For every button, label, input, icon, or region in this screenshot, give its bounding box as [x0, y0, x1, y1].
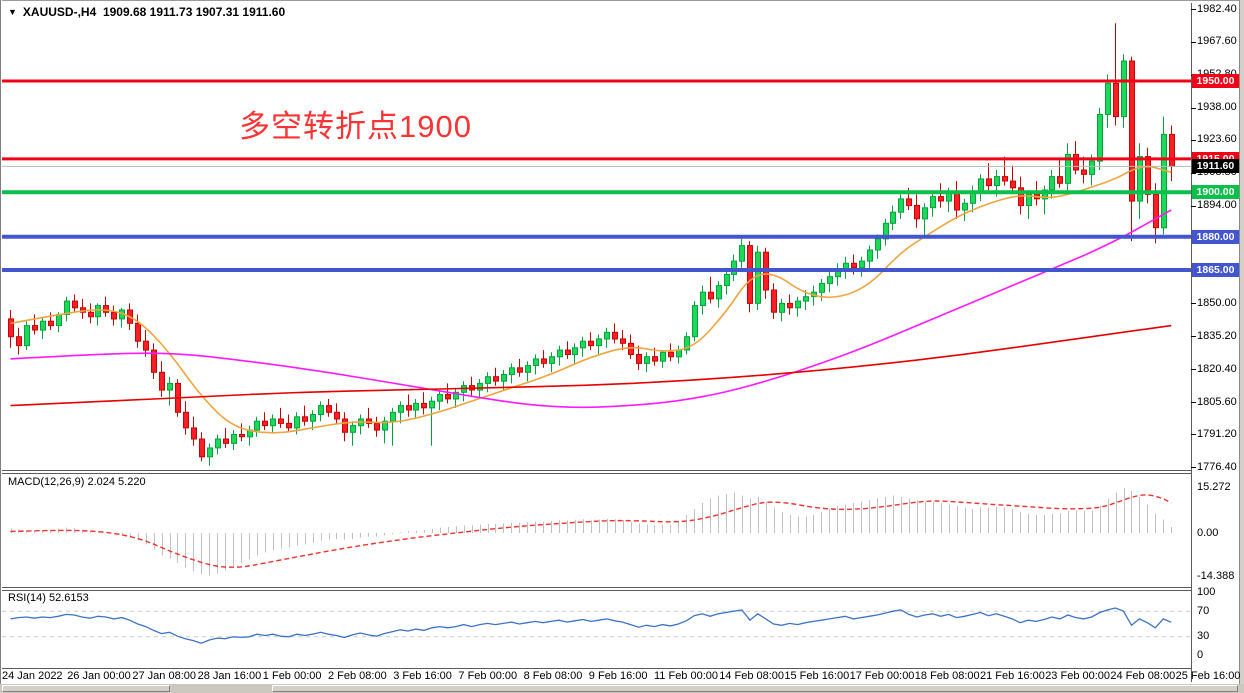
macd-pane-splitter[interactable]: [2, 473, 1191, 474]
price-axis-label: 1805.60: [1197, 395, 1237, 408]
macd-axis-label: 15.272: [1197, 480, 1231, 493]
price-axis-label: 1850.00: [1197, 296, 1237, 309]
chart-title: ▼ XAUUSD-,H4 1909.68 1911.73 1907.31 1911…: [8, 5, 285, 19]
macd-indicator-label: MACD(12,26,9) 2.024 5.220: [8, 476, 146, 488]
annotation-text[interactable]: 多空转折点1900: [239, 109, 472, 144]
horizontal-scrollbar[interactable]: [0, 684, 1244, 693]
price-axis-tick: [1191, 303, 1196, 305]
macd-pane-border: [2, 587, 1191, 588]
price-axis-tick: [1191, 467, 1196, 468]
rsi-axis-label: 100: [1197, 585, 1216, 598]
price-axis-label: 1776.40: [1197, 460, 1237, 473]
date-label: 11 Feb 00:00: [654, 670, 719, 682]
price-axis-tick: [1191, 402, 1196, 404]
window-frame-right: [1239, 0, 1244, 684]
scrollbar-track-segment[interactable]: [272, 685, 1238, 692]
price-axis-label: 1938.00: [1197, 101, 1237, 114]
date-label: 26 Jan 00:00: [67, 670, 131, 682]
rsi-pane-splitter[interactable]: [2, 590, 1191, 591]
price-axis-label: 1982.40: [1197, 2, 1237, 15]
price-axis-tick: [1191, 434, 1196, 436]
macd-axis-label: 0.00: [1197, 526, 1219, 539]
price-level-badge: 1911.60: [1192, 159, 1239, 174]
window-frame-left-highlight: [1, 0, 2, 693]
date-label: 9 Feb 16:00: [588, 670, 648, 682]
price-axis-label: 1835.20: [1197, 329, 1237, 342]
price-axis-label: 1820.40: [1197, 362, 1237, 375]
date-label: 17 Feb 00:00: [849, 670, 915, 682]
date-label: 7 Feb 00:00: [458, 670, 518, 682]
date-label: 24 Feb 08:00: [1110, 670, 1176, 682]
date-label: 2 Feb 08:00: [328, 670, 387, 682]
macd-axis-label: -14.388: [1197, 569, 1235, 582]
rsi-axis-label: 30: [1197, 630, 1210, 643]
date-label: 28 Jan 16:00: [197, 670, 262, 682]
date-label: 27 Jan 08:00: [132, 670, 197, 682]
price-axis-line: [1191, 3, 1192, 682]
price-axis-label: 1894.00: [1197, 199, 1237, 212]
window-frame-left: [0, 0, 1, 693]
date-label: 21 Feb 16:00: [980, 670, 1045, 682]
price-axis-label: 1791.20: [1197, 427, 1237, 440]
date-label: 25 Feb 16:00: [1175, 670, 1241, 682]
price-axis-label: 1923.60: [1197, 133, 1237, 146]
symbol-timeframe: XAUUSD-,H4: [22, 5, 97, 19]
date-label: 24 Jan 2022: [2, 670, 63, 682]
date-label: 3 Feb 16:00: [393, 670, 452, 682]
price-axis-tick: [1191, 336, 1196, 338]
price-axis-tick: [1191, 139, 1196, 141]
date-label: 23 Feb 00:00: [1045, 670, 1111, 682]
price-level-badge: 1880.00: [1192, 229, 1239, 244]
rsi-indicator-label: RSI(14) 52.6153: [8, 592, 89, 604]
ohlc-readout: 1909.68 1911.73 1907.31 1911.60: [102, 5, 286, 19]
rsi-axis-label: 0: [1197, 648, 1204, 661]
price-axis-tick: [1191, 9, 1196, 10]
scrollbar-thumb[interactable]: [2, 685, 170, 692]
window-frame-top: [0, 0, 1244, 1]
rsi-axis-label: 70: [1197, 604, 1210, 617]
date-label: 1 Feb 00:00: [262, 670, 322, 682]
main-pane-border: [2, 470, 1191, 471]
price-level-badge: 1950.00: [1192, 74, 1239, 89]
date-label: 14 Feb 08:00: [719, 670, 785, 682]
price-axis-tick: [1191, 107, 1196, 109]
price-axis-tick: [1191, 41, 1196, 43]
price-level-badge: 1865.00: [1192, 263, 1239, 277]
rsi-pane-border: [2, 668, 1191, 669]
symbol-dropdown-icon[interactable]: ▼: [8, 7, 17, 17]
date-label: 18 Feb 08:00: [914, 670, 980, 682]
price-axis-tick: [1191, 369, 1196, 371]
price-level-badge: 1900.00: [1192, 185, 1239, 200]
date-label: 15 Feb 16:00: [784, 670, 850, 682]
price-axis-tick: [1191, 205, 1196, 207]
date-label: 8 Feb 08:00: [523, 670, 583, 682]
price-axis-label: 1967.60: [1197, 35, 1237, 48]
